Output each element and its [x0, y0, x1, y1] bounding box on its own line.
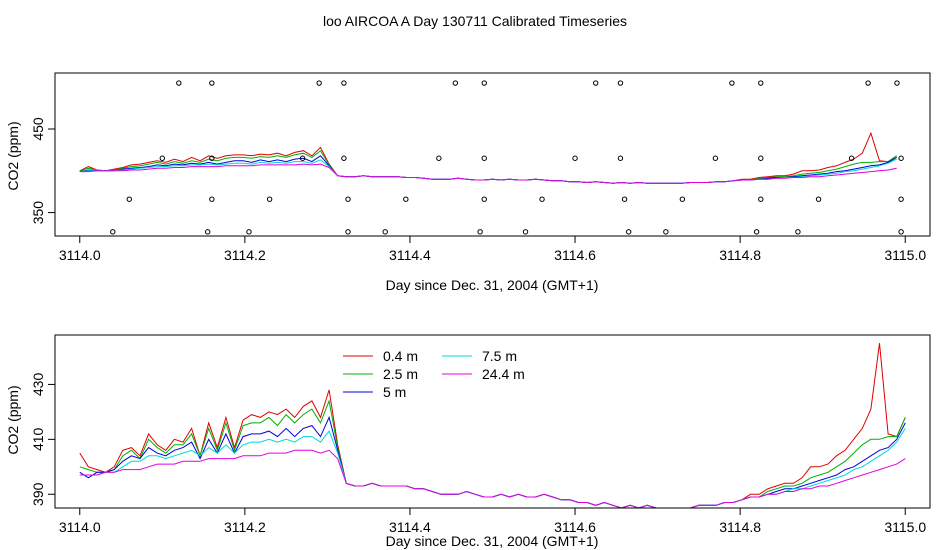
top-plot-frame: [54, 72, 931, 237]
reference-marker: [345, 196, 351, 202]
bottom-y-axis: 390 410 430: [30, 373, 56, 506]
x-tick-label: 3114.6: [554, 247, 596, 263]
reference-marker: [898, 155, 904, 161]
reference-marker: [758, 196, 764, 202]
top-panel: 3114.0 3114.2 3114.4 3114.6 3114.8 3115.0 350…: [5, 72, 931, 293]
x-tick-label: 3114.8: [719, 247, 761, 263]
reference-marker: [617, 155, 624, 161]
reference-marker: [712, 155, 719, 161]
reference-marker: [758, 155, 764, 161]
legend-label: 0.4 m: [383, 348, 418, 364]
reference-marker: [621, 196, 628, 202]
reference-marker: [299, 155, 306, 161]
reference-marker: [898, 196, 904, 202]
reference-marker: [266, 196, 273, 202]
bottom-panel: 3114.0 3114.2 3114.4 3114.6 3114.8 3115.0 390…: [5, 334, 931, 549]
reference-marker: [572, 155, 578, 161]
series-line-0-4-m: [79, 131, 897, 184]
reference-marker: [176, 80, 182, 86]
x-tick-label: 3114.4: [389, 247, 431, 263]
series-line-24-4-m: [79, 449, 906, 509]
bottom-x-axis-label: Day since Dec. 31, 2004 (GMT+1): [386, 533, 599, 549]
reference-marker: [159, 155, 166, 161]
reference-marker: [341, 155, 347, 161]
x-tick-label: 3114.2: [224, 519, 266, 535]
reference-marker: [209, 196, 215, 202]
bottom-x-axis: 3114.0 3114.2 3114.4 3114.6 3114.8 3115.0: [59, 507, 926, 535]
reference-marker: [126, 196, 132, 202]
reference-marker: [110, 229, 116, 235]
x-tick-label: 3114.2: [224, 247, 266, 263]
reference-marker: [592, 80, 599, 86]
series-line-2-5-m: [79, 399, 906, 509]
reference-marker: [626, 229, 632, 235]
y-tick-label: 450: [30, 117, 46, 141]
top-x-axis-label: Day since Dec. 31, 2004 (GMT+1): [386, 277, 599, 293]
x-tick-label: 3114.0: [59, 247, 101, 263]
legend-label: 24.4 m: [482, 366, 525, 382]
reference-marker: [522, 229, 529, 235]
reference-marker: [481, 80, 487, 86]
reference-marker: [753, 229, 760, 235]
reference-marker: [758, 80, 764, 86]
reference-marker: [729, 80, 735, 86]
reference-marker: [848, 155, 855, 161]
reference-marker: [209, 155, 215, 161]
reference-marker: [481, 155, 487, 161]
reference-marker: [795, 229, 801, 235]
reference-marker: [436, 155, 442, 161]
bottom-y-axis-label: CO2 (ppm): [5, 385, 21, 454]
x-tick-label: 3114.8: [719, 519, 761, 535]
x-tick-label: 3114.0: [59, 519, 101, 535]
series-line-5-m: [79, 415, 906, 509]
reference-marker: [679, 196, 686, 202]
reference-marker: [345, 229, 351, 235]
legend-label: 5 m: [383, 384, 406, 400]
y-tick-label: 390: [30, 482, 46, 506]
bottom-series-group: [79, 343, 906, 509]
reference-marker: [481, 196, 487, 202]
y-tick-label: 350: [30, 201, 46, 225]
reference-marker: [815, 196, 822, 202]
y-tick-label: 430: [30, 373, 46, 397]
reference-marker: [865, 80, 871, 86]
reference-marker: [246, 229, 252, 235]
reference-marker: [382, 229, 388, 235]
x-tick-label: 3115.0: [884, 247, 926, 263]
reference-marker: [894, 80, 900, 86]
reference-marker: [316, 80, 322, 86]
reference-marker: [341, 80, 347, 86]
reference-marker: [617, 80, 624, 86]
legend-label: 7.5 m: [482, 348, 517, 364]
reference-marker: [452, 80, 459, 86]
top-marker-group: [110, 80, 904, 235]
reference-marker: [209, 80, 215, 86]
legend: 0.4 m 2.5 m 5 m 7.5 m 24.4 m: [343, 348, 525, 400]
reference-marker: [663, 229, 669, 235]
x-tick-label: 3115.0: [884, 519, 926, 535]
top-series-group: [79, 131, 897, 184]
top-y-axis: 350 450: [30, 117, 56, 225]
reference-marker: [205, 229, 211, 235]
reference-marker: [539, 196, 545, 202]
top-x-axis: 3114.0 3114.2 3114.4 3114.6 3114.8 3115.0: [59, 235, 926, 263]
reference-marker: [403, 196, 409, 202]
reference-marker: [898, 229, 904, 235]
x-tick-label: 3114.4: [389, 519, 431, 535]
reference-marker: [477, 229, 483, 235]
y-tick-label: 410: [30, 427, 46, 451]
legend-label: 2.5 m: [383, 366, 418, 382]
top-y-axis-label: CO2 (ppm): [5, 121, 21, 190]
series-line-24-4-m: [79, 163, 897, 184]
x-tick-label: 3114.6: [554, 519, 596, 535]
chart-title: loo AIRCOA A Day 130711 Calibrated Times…: [323, 13, 627, 29]
